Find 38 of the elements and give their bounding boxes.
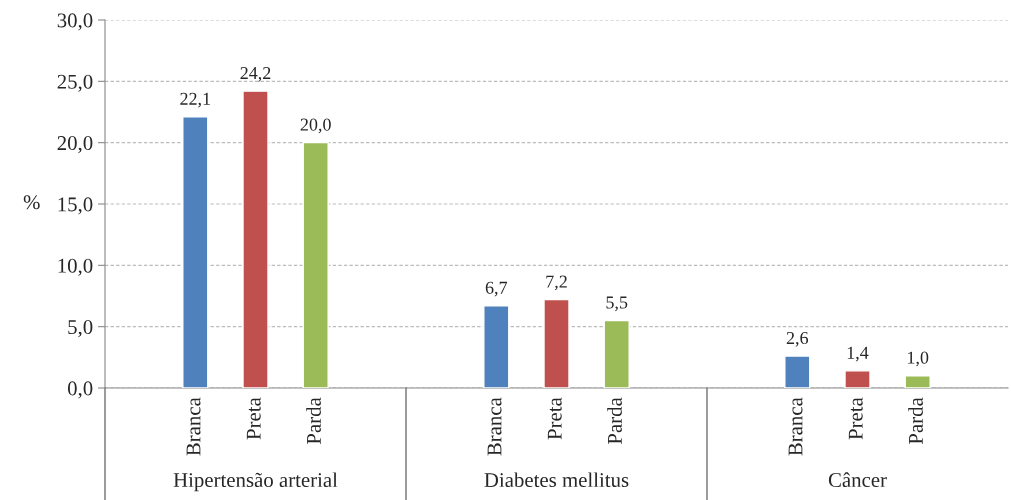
bar [543,298,570,388]
text: Preta [547,397,562,440]
bar [844,370,871,388]
data-label: 22,1 [180,92,211,108]
y-tick-label: 30,0 [57,13,93,31]
x-tick-label: Hipertensão arterial [173,472,338,492]
data-label: 7,2 [546,275,567,291]
bar [242,90,269,388]
y-axis-title: % [23,195,40,210]
data-label: 1,4 [847,346,869,362]
data-label: 1,0 [908,351,929,367]
y-tick-label: 5,0 [68,320,93,338]
text: Parda [908,397,923,445]
bar [302,141,329,388]
y-tick-label: 20,0 [57,136,93,154]
y-tick-label: 10,0 [58,258,93,276]
data-label: 6,7 [485,281,508,297]
data-label: 5,5 [606,296,628,312]
bar [603,319,630,388]
x-tick-label: Diabetes mellitus [484,472,629,488]
text: Preta [848,397,863,440]
bar [182,116,209,388]
text: Preta [246,397,261,440]
bar [904,375,931,388]
y-tick-label: 15,0 [58,197,93,215]
text: Parda [607,397,622,445]
x-tick-label: Câncer [828,472,887,488]
y-tick-label: 0,0 [67,381,93,399]
data-label: 20,0 [300,118,331,134]
text: Branca [487,397,502,456]
data-label: 24,2 [240,67,271,82]
text: Branca [788,397,803,456]
data-label: 2,6 [786,331,809,347]
text: Parda [306,397,321,445]
bar [784,355,811,388]
text: Branca [186,397,201,456]
y-tick-label: 25,0 [57,74,93,92]
bar [483,305,510,388]
